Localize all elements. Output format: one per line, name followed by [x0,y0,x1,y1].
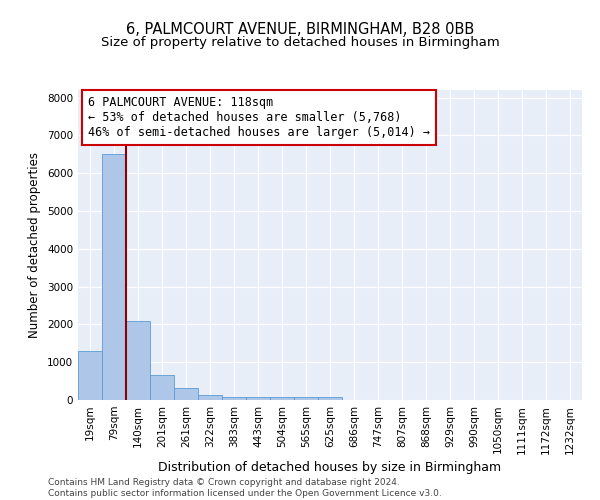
Bar [78,351,102,400]
Bar [126,320,150,400]
X-axis label: Distribution of detached houses by size in Birmingham: Distribution of detached houses by size … [158,460,502,473]
Bar [270,398,294,400]
Bar [198,395,222,400]
Text: Contains HM Land Registry data © Crown copyright and database right 2024.
Contai: Contains HM Land Registry data © Crown c… [48,478,442,498]
Text: Size of property relative to detached houses in Birmingham: Size of property relative to detached ho… [101,36,499,49]
Bar [150,376,174,400]
Bar [222,396,246,400]
Bar [318,398,342,400]
Bar [174,388,198,400]
Bar [246,398,270,400]
Bar [102,154,126,400]
Text: 6, PALMCOURT AVENUE, BIRMINGHAM, B28 0BB: 6, PALMCOURT AVENUE, BIRMINGHAM, B28 0BB [126,22,474,38]
Text: 6 PALMCOURT AVENUE: 118sqm
← 53% of detached houses are smaller (5,768)
46% of s: 6 PALMCOURT AVENUE: 118sqm ← 53% of deta… [88,96,430,139]
Y-axis label: Number of detached properties: Number of detached properties [28,152,41,338]
Bar [294,398,318,400]
